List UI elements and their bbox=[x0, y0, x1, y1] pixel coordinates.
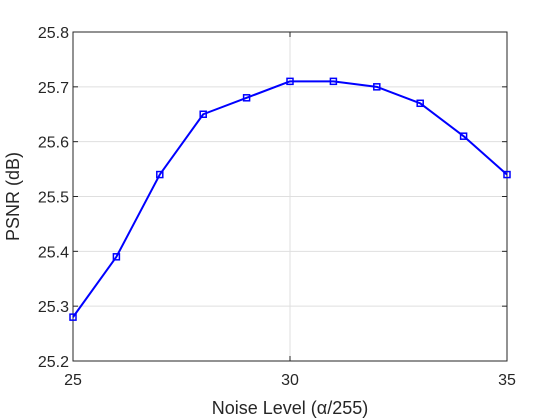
y-tick-label: 25.4 bbox=[38, 244, 69, 261]
y-tick-label: 25.6 bbox=[38, 135, 69, 152]
data-point-marker bbox=[286, 77, 294, 86]
x-axis-label: Noise Level (α/255) bbox=[212, 398, 368, 418]
data-point-marker bbox=[242, 94, 251, 102]
y-tick-label: 25.3 bbox=[38, 299, 69, 316]
x-tick-label: 35 bbox=[498, 372, 516, 389]
x-tick-label: 30 bbox=[281, 372, 299, 389]
series bbox=[69, 77, 511, 321]
y-tick-label: 25.2 bbox=[38, 354, 69, 371]
data-point-marker bbox=[112, 253, 121, 261]
y-tick-label: 25.7 bbox=[38, 80, 69, 97]
data-point-marker bbox=[459, 132, 468, 140]
series-line bbox=[72, 80, 508, 318]
data-point-marker bbox=[416, 99, 424, 108]
y-axis-label: PSNR (dB) bbox=[3, 152, 23, 241]
data-point-marker bbox=[69, 313, 77, 321]
ticks: 25 30 35 25.2 25.3 25.4 25.5 25.6 25.7 25.8 bbox=[38, 25, 516, 389]
data-point-marker bbox=[199, 110, 207, 118]
data-point-marker bbox=[156, 170, 164, 179]
data-point-marker bbox=[503, 170, 511, 179]
x-tick-label: 25 bbox=[64, 372, 82, 389]
y-tick-label: 25.8 bbox=[38, 25, 69, 42]
data-point-marker bbox=[329, 77, 338, 86]
y-tick-label: 25.5 bbox=[38, 190, 69, 207]
data-point-marker bbox=[373, 83, 381, 91]
